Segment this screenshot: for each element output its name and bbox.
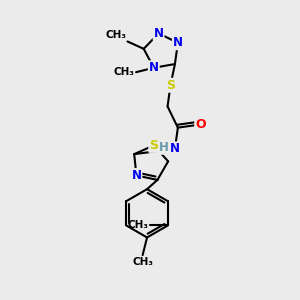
Text: O: O	[195, 118, 206, 131]
Text: N: N	[149, 61, 159, 74]
Text: S: S	[166, 79, 175, 92]
Text: S: S	[149, 139, 158, 152]
Text: CH₃: CH₃	[132, 257, 153, 268]
Text: CH₃: CH₃	[114, 67, 135, 77]
Text: N: N	[173, 36, 183, 49]
Text: CH₃: CH₃	[128, 220, 149, 230]
Text: CH₃: CH₃	[105, 30, 126, 40]
Text: N: N	[154, 27, 164, 40]
Text: H: H	[159, 141, 169, 154]
Text: N: N	[170, 142, 180, 155]
Text: N: N	[131, 169, 141, 182]
